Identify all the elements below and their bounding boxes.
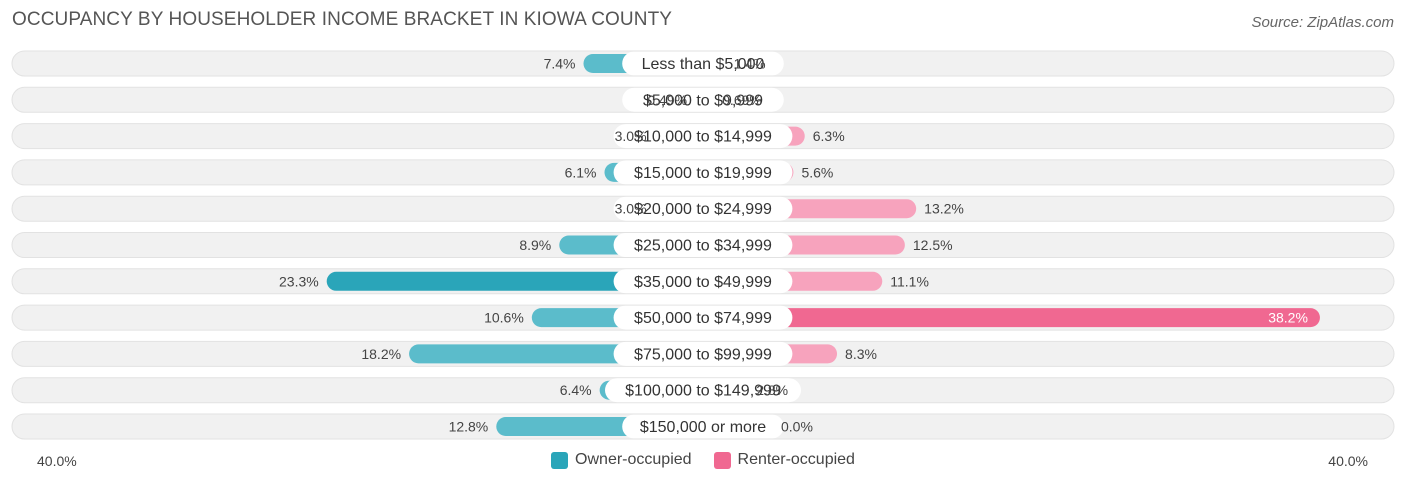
- owner-value-label: 3.0%: [615, 128, 647, 144]
- category-label: Less than $5,000: [642, 56, 765, 73]
- renter-value-label: 1.4%: [734, 56, 766, 72]
- legend: Owner-occupied Renter-occupied: [0, 451, 1406, 469]
- chart-row: Less than $5,000 7.4% 1.4%: [11, 50, 1395, 77]
- renter-value-label: 12.5%: [913, 237, 953, 253]
- category-pill: [622, 414, 784, 439]
- axis-right-label: 40.0%: [1328, 453, 1368, 469]
- renter-value-label: 0.0%: [781, 419, 813, 435]
- category-label: $150,000 or more: [640, 419, 766, 436]
- legend-item-owner: Owner-occupied: [551, 451, 692, 469]
- axis-left-label: 40.0%: [37, 453, 77, 469]
- category-pill: [613, 341, 793, 366]
- renter-value-label: 6.3%: [813, 128, 845, 144]
- category-label: $75,000 to $99,999: [634, 346, 772, 363]
- chart-title: OCCUPANCY BY HOUSEHOLDER INCOME BRACKET …: [12, 9, 673, 30]
- category-pill: [613, 233, 793, 257]
- chart-row: $100,000 to $149,999 6.4% 2.8%: [11, 377, 1395, 404]
- renter-value-label: 5.6%: [801, 164, 833, 180]
- owner-value-label: 18.2%: [361, 346, 401, 362]
- legend-label-owner: Owner-occupied: [575, 451, 692, 468]
- category-label: $5,000 to $9,999: [643, 92, 763, 109]
- category-pill: [613, 160, 793, 185]
- category-label: $25,000 to $34,999: [634, 238, 772, 255]
- chart-row: $25,000 to $34,999 8.9% 12.5%: [11, 232, 1395, 258]
- owner-value-label: 12.8%: [449, 419, 489, 435]
- category-label: $100,000 to $149,999: [625, 383, 781, 400]
- renter-value-label: 13.2%: [924, 201, 964, 217]
- category-pill: [613, 269, 793, 294]
- category-pill: [605, 378, 801, 403]
- owner-value-label: 6.4%: [560, 382, 592, 398]
- category-label: $50,000 to $74,999: [634, 310, 772, 327]
- legend-swatch-renter: [713, 451, 731, 469]
- renter-value-label: 2.8%: [756, 382, 788, 398]
- category-label: $35,000 to $49,999: [634, 274, 772, 291]
- owner-value-label: 6.1%: [565, 164, 597, 180]
- category-label: $20,000 to $24,999: [634, 201, 772, 218]
- category-pill: [622, 87, 784, 112]
- category-pill: [613, 124, 793, 149]
- owner-value-label: 0.49%: [647, 92, 687, 108]
- chart-row: $75,000 to $99,999 18.2% 8.3%: [11, 340, 1395, 367]
- category-pill: [613, 305, 793, 330]
- renter-value-label: 38.2%: [1268, 310, 1308, 326]
- category-pill: [613, 196, 793, 221]
- chart-row: $50,000 to $74,999 10.6% 38.2%: [11, 304, 1395, 331]
- owner-value-label: 23.3%: [279, 273, 319, 289]
- chart-row: $150,000 or more 12.8% 0.0%: [11, 413, 1395, 440]
- legend-label-renter: Renter-occupied: [737, 451, 855, 468]
- category-label: $15,000 to $19,999: [634, 165, 772, 182]
- chart-row: $35,000 to $49,999 23.3% 11.1%: [11, 268, 1395, 295]
- owner-value-label: 8.9%: [519, 237, 551, 253]
- legend-swatch-owner: [551, 451, 569, 469]
- chart-row: $15,000 to $19,999 6.1% 5.6%: [11, 159, 1395, 186]
- chart-source: Source: ZipAtlas.com: [1251, 14, 1394, 31]
- owner-value-label: 7.4%: [544, 56, 576, 72]
- owner-value-label: 3.0%: [615, 201, 647, 217]
- owner-value-label: 10.6%: [484, 310, 524, 326]
- legend-item-renter: Renter-occupied: [713, 451, 855, 469]
- category-pill: [622, 51, 784, 76]
- category-label: $10,000 to $14,999: [634, 129, 772, 146]
- renter-value-label: 0.69%: [722, 92, 762, 108]
- renter-bar: [693, 308, 1320, 328]
- renter-value-label: 8.3%: [845, 346, 877, 362]
- renter-value-label: 11.1%: [890, 273, 929, 289]
